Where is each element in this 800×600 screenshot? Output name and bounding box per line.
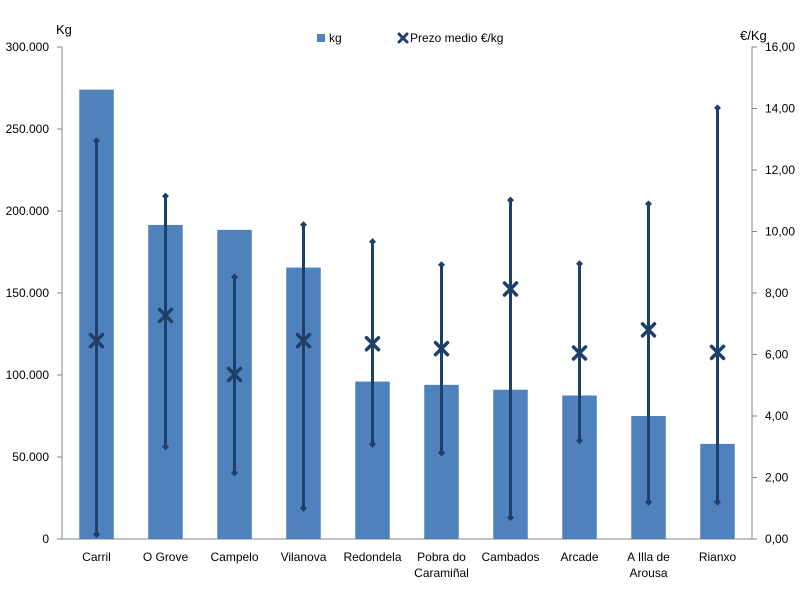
price-high-marker [438, 261, 445, 269]
left-tick-label: 100.000 [6, 368, 50, 382]
legend-kg-swatch [317, 34, 325, 42]
price-high-marker [162, 192, 169, 200]
left-tick-label: 300.000 [6, 40, 50, 54]
right-axis-ticks: 0,00 2,00 4,00 6,00 8,00 10,00 12,00 14,00 16,00 [752, 40, 795, 546]
price-low-marker [507, 513, 514, 521]
category-label: Redondela [343, 550, 401, 564]
price-low-marker [231, 469, 238, 477]
legend-price-marker [397, 32, 409, 44]
left-axis-ticks: 0 50.000 100.000 150.000 200.000 250.000 300.0… [6, 40, 62, 546]
price-high-marker [507, 196, 514, 204]
price-low-marker [93, 530, 100, 538]
price-low-marker [162, 443, 169, 451]
category-label: Arcade [560, 550, 598, 564]
price-mean-marker [502, 281, 519, 297]
price-mean-marker [88, 332, 105, 349]
right-tick-label: 12,00 [765, 163, 795, 177]
category-label: Carril [82, 550, 111, 564]
price-high-marker [576, 260, 583, 268]
bars-kg [79, 89, 735, 540]
price-low-marker [438, 449, 445, 457]
price-mean-marker [226, 366, 243, 383]
left-tick-label: 200.000 [6, 204, 50, 218]
price-low-marker [300, 504, 307, 512]
legend-price-label: Prezo medio €/kg [410, 31, 503, 45]
left-tick-label: 0 [42, 532, 49, 546]
category-label: Vilanova [281, 550, 327, 564]
right-tick-label: 2,00 [765, 471, 789, 485]
price-low-marker [369, 440, 376, 448]
price-low-marker [714, 498, 721, 506]
price-high-marker [714, 104, 721, 112]
price-mean-marker [364, 335, 381, 352]
left-tick-label: 50.000 [12, 450, 49, 464]
legend: kg Prezo medio €/kg [317, 31, 503, 45]
price-mean-marker [157, 307, 174, 324]
price-high-marker [231, 273, 238, 281]
price-ranges [88, 104, 726, 538]
category-label: A Illa de Arousa [627, 550, 670, 580]
right-tick-label: 10,00 [765, 225, 795, 239]
right-tick-label: 6,00 [765, 348, 789, 362]
right-tick-label: 14,00 [765, 102, 795, 116]
price-mean-marker [571, 345, 588, 361]
price-mean-marker [433, 340, 450, 357]
price-high-marker [369, 238, 376, 246]
left-tick-label: 150.000 [6, 286, 50, 300]
price-mean-marker [709, 344, 726, 361]
category-label: Cambados [481, 550, 539, 564]
price-mean-marker [295, 332, 312, 349]
price-mean-marker [640, 322, 657, 338]
category-label: Campelo [210, 550, 258, 564]
right-axis-title: €/Kg [740, 28, 767, 43]
price-high-marker [300, 221, 307, 229]
left-tick-label: 250.000 [6, 122, 50, 136]
right-tick-label: 0,00 [765, 532, 789, 546]
category-label: O Grove [143, 550, 189, 564]
legend-kg-label: kg [329, 31, 342, 45]
price-high-marker [93, 137, 100, 145]
price-low-marker [576, 437, 583, 445]
price-high-marker [645, 200, 652, 208]
left-axis-title: Kg [56, 22, 72, 37]
price-low-marker [645, 498, 652, 506]
category-labels: Carril O Grove Campelo Vilanova Redondela Pob… [82, 550, 736, 580]
category-label: Rianxo [699, 550, 737, 564]
right-tick-label: 16,00 [765, 40, 795, 54]
category-label: Pobra do Caramiñal [414, 550, 469, 580]
right-tick-label: 4,00 [765, 409, 789, 423]
right-tick-label: 8,00 [765, 286, 789, 300]
